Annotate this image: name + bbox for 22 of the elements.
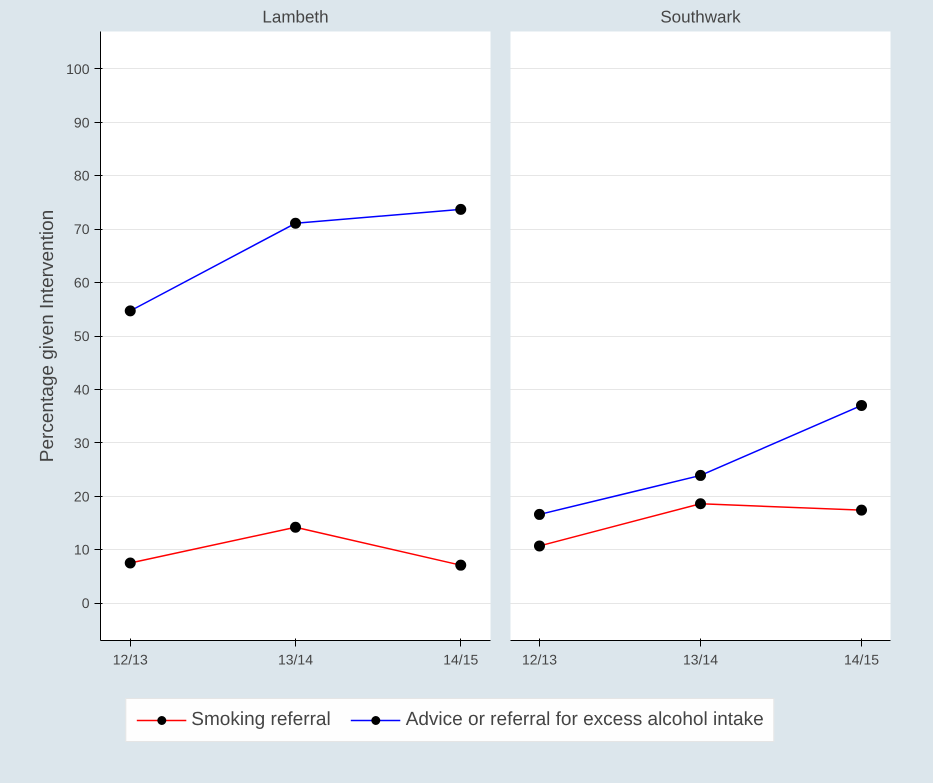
legend-label: Smoking referral: [191, 709, 331, 731]
x-tick-label: 14/15: [844, 652, 880, 668]
y-axis-title: Percentage given Intervention: [37, 210, 58, 462]
y-tick-label: 80: [74, 168, 90, 184]
x-tick-label: 12/13: [112, 652, 148, 668]
y-tick-label: 30: [74, 434, 90, 451]
y-tick-label: 50: [74, 328, 90, 344]
y-tick-label: 0: [82, 595, 90, 612]
y-tick-label: 100: [66, 60, 90, 77]
x-tick-label: 13/14: [278, 652, 314, 668]
chart-title: Southwark: [660, 8, 742, 26]
chart-title: Lambeth: [262, 8, 329, 26]
legend-label: Advice or referral for excess alcohol intake: [406, 709, 764, 731]
y-tick-label: 40: [74, 381, 90, 398]
y-tick-label: 60: [74, 274, 90, 291]
x-tick-label: 14/15: [443, 652, 478, 668]
y-tick-label: 10: [74, 542, 90, 558]
y-tick-label: 70: [74, 221, 90, 238]
x-tick-label: 13/14: [682, 652, 718, 668]
y-tick-label: 90: [74, 114, 90, 130]
y-tick-label: 20: [74, 488, 90, 504]
x-tick-label: 12/13: [522, 652, 558, 668]
